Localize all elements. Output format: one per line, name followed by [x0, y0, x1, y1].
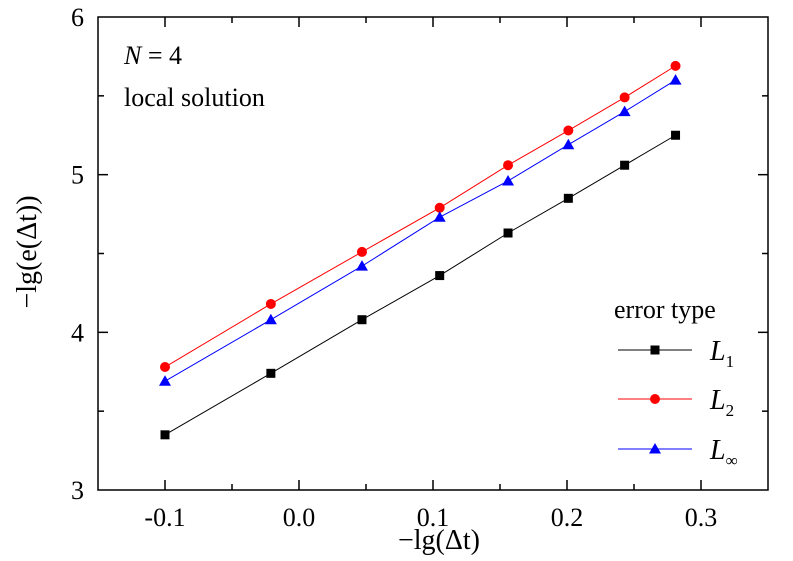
data-point — [265, 298, 276, 309]
legend-marker — [650, 345, 660, 355]
data-point — [159, 375, 171, 386]
data-point — [562, 138, 575, 150]
data-point — [503, 160, 514, 171]
annotation-n: N = 4 — [123, 41, 182, 70]
axes-layer: -0.1 0.0 0.1 0.2 0.3 3 4 5 6 — [71, 3, 769, 532]
legend-label: L1 — [709, 336, 734, 371]
data-point — [266, 368, 276, 378]
data-point — [503, 228, 513, 238]
legend-item: L∞ — [618, 435, 738, 470]
data-point — [620, 160, 630, 170]
data-point — [357, 315, 367, 325]
annotation-subtitle: local solution — [124, 83, 265, 112]
x-tick-label: 0.1 — [417, 503, 450, 532]
data-point — [160, 430, 170, 440]
legend: error type L1 L2 L∞ — [614, 295, 738, 470]
legend-label: L∞ — [709, 435, 738, 470]
y-tick-label: 4 — [71, 318, 84, 347]
data-point — [433, 211, 446, 222]
data-point — [563, 125, 574, 136]
series-line — [164, 65, 676, 368]
series-3 — [159, 74, 682, 386]
data-point — [356, 246, 367, 257]
legend-item: L2 — [618, 385, 734, 420]
legend-marker — [650, 394, 660, 404]
data-point — [671, 130, 681, 140]
data-point — [502, 174, 515, 186]
data-point — [670, 60, 681, 71]
legend-item: L1 — [618, 336, 734, 371]
x-tick-label: 0.2 — [551, 503, 584, 532]
data-point — [160, 362, 170, 373]
data-point — [355, 260, 368, 271]
series-1 — [160, 130, 681, 440]
series-line — [164, 79, 676, 382]
data-point — [619, 92, 630, 103]
y-tick-label: 6 — [71, 3, 84, 32]
y-axis-label: −lg(e(Δt)) — [12, 195, 43, 308]
x-tick-label: 0.3 — [685, 503, 718, 532]
data-point — [264, 313, 277, 325]
x-tick-label: 0.0 — [283, 503, 316, 532]
series-line — [164, 134, 676, 436]
x-axis-label: −lg(Δt) — [398, 525, 480, 556]
legend-title: error type — [614, 295, 716, 324]
data-point — [669, 74, 682, 85]
legend-label: L2 — [709, 385, 734, 420]
y-tick-label: 3 — [71, 476, 84, 505]
legend-marker — [649, 443, 661, 454]
series-2 — [160, 60, 681, 373]
data-point — [434, 202, 445, 213]
data-point — [618, 105, 631, 117]
data-point — [563, 193, 573, 203]
x-tick-label: -0.1 — [144, 503, 185, 532]
data-point — [435, 271, 445, 281]
series-layer — [159, 60, 682, 440]
y-tick-label: 5 — [71, 161, 84, 190]
